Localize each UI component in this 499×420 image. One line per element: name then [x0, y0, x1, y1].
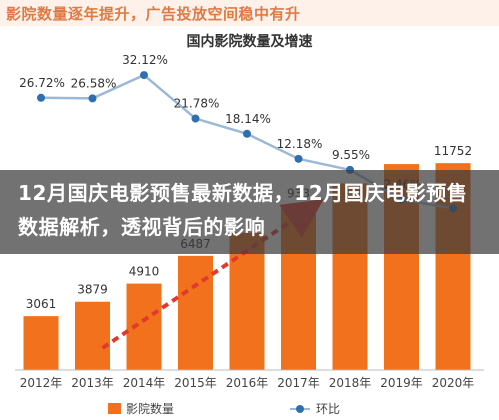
- x-tick-label-3: 2015年: [174, 376, 217, 390]
- legend-item-line: 环比: [290, 400, 340, 417]
- legend-swatch-line: [290, 404, 310, 413]
- x-tick-label-6: 2018年: [329, 376, 372, 390]
- chart-title: 国内影院数量及增速: [186, 34, 313, 50]
- growth-point-5: [294, 154, 303, 163]
- growth-label-2: 32.12%: [122, 53, 168, 67]
- legend-item-bars: 影院数量: [108, 400, 174, 417]
- growth-label-5: 12.18%: [277, 137, 323, 151]
- x-tick-label-8: 2020年: [432, 376, 475, 390]
- growth-label-0: 26.72%: [19, 76, 65, 90]
- legend: 影院数量 环比: [0, 398, 499, 418]
- legend-swatch-bars: [108, 403, 121, 414]
- legend-label-bars: 影院数量: [126, 402, 175, 416]
- bar-label-2: 4910: [129, 265, 160, 279]
- x-tick-label-0: 2012年: [20, 376, 63, 390]
- bar-1: [75, 301, 110, 370]
- x-tick-label-2: 2014年: [123, 376, 166, 390]
- x-tick-label-4: 2016年: [226, 376, 269, 390]
- bar-label-8: 11752: [434, 144, 472, 158]
- bar-3: [178, 255, 213, 370]
- growth-point-1: [88, 94, 97, 103]
- growth-label-6: 9.55%: [332, 148, 370, 162]
- growth-label-4: 18.14%: [225, 112, 271, 126]
- x-tick-label-1: 2013年: [71, 376, 114, 390]
- bar-0: [23, 316, 59, 370]
- growth-label-1: 26.58%: [71, 76, 117, 90]
- growth-point-3: [191, 114, 200, 123]
- bar-label-0: 3061: [26, 297, 57, 311]
- top-banner: 影院数量逐年提升，广告投放空间稳中有升: [0, 0, 499, 26]
- growth-point-2: [140, 71, 148, 80]
- headline-overlay: 12月国庆电影预售最新数据，12月国庆电影预售数据解析，透视背后的影响: [0, 170, 499, 254]
- growth-point-0: [37, 93, 45, 102]
- legend-label-line: 环比: [316, 402, 341, 416]
- x-tick-label-5: 2017年: [277, 376, 320, 390]
- growth-point-4: [243, 129, 251, 138]
- growth-label-3: 21.78%: [174, 97, 220, 111]
- headline-text: 12月国庆电影预售最新数据，12月国庆电影预售数据解析，透视背后的影响: [18, 181, 468, 239]
- x-tick-label-7: 2019年: [380, 376, 423, 390]
- top-banner-title: 影院数量逐年提升，广告投放空间稳中有升: [6, 5, 301, 23]
- bar-4: [229, 232, 265, 370]
- bar-label-1: 3879: [77, 283, 108, 297]
